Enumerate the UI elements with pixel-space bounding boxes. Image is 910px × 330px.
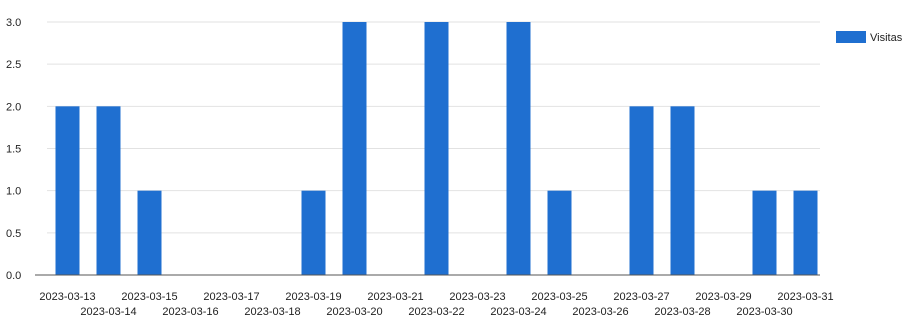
y-tick-label: 1.5 (6, 144, 21, 156)
bar (342, 22, 367, 275)
x-tick-label: 2023-03-14 (80, 306, 136, 318)
bars-layer (55, 22, 818, 275)
bar (670, 106, 695, 275)
x-tick-label: 2023-03-19 (285, 291, 341, 303)
bar (629, 106, 654, 275)
x-tick-label: 2023-03-29 (695, 291, 751, 303)
x-tick-label: 2023-03-13 (39, 291, 95, 303)
bar (424, 22, 449, 275)
x-tick-label: 2023-03-15 (121, 291, 177, 303)
x-tick-label: 2023-03-24 (490, 306, 546, 318)
x-tick-label: 2023-03-18 (244, 306, 300, 318)
legend-label: Visitas (870, 32, 903, 44)
x-tick-label: 2023-03-25 (531, 291, 587, 303)
y-tick-label: 1.0 (6, 186, 21, 198)
bar (547, 190, 572, 275)
y-tick-label: 0.0 (6, 270, 21, 282)
x-tick-label: 2023-03-21 (367, 291, 423, 303)
legend: Visitas (836, 31, 903, 44)
x-tick-label: 2023-03-16 (162, 306, 218, 318)
y-tick-label: 0.5 (6, 228, 21, 240)
x-tick-label: 2023-03-30 (736, 306, 792, 318)
x-axis-ticks: 2023-03-13 2023-03-14 2023-03-15 2023-03-16… (39, 291, 833, 318)
y-tick-label: 3.0 (6, 17, 21, 29)
x-tick-label: 2023-03-31 (777, 291, 833, 303)
y-tick-label: 2.5 (6, 59, 21, 71)
x-tick-label: 2023-03-20 (326, 306, 382, 318)
x-tick-label: 2023-03-17 (203, 291, 259, 303)
bar (752, 190, 777, 275)
x-tick-label: 2023-03-23 (449, 291, 505, 303)
bar (137, 190, 162, 275)
x-tick-label: 2023-03-22 (408, 306, 464, 318)
bar (301, 190, 326, 275)
x-tick-label: 2023-03-28 (654, 306, 710, 318)
bar (96, 106, 121, 275)
legend-swatch (836, 31, 866, 43)
bar (506, 22, 531, 275)
bar (55, 106, 80, 275)
y-tick-label: 2.0 (6, 101, 21, 113)
x-tick-label: 2023-03-27 (613, 291, 669, 303)
bar (793, 190, 818, 275)
y-axis-ticks: 0.0 0.5 1.0 1.5 2.0 2.5 3.0 (6, 17, 21, 282)
x-tick-label: 2023-03-26 (572, 306, 628, 318)
